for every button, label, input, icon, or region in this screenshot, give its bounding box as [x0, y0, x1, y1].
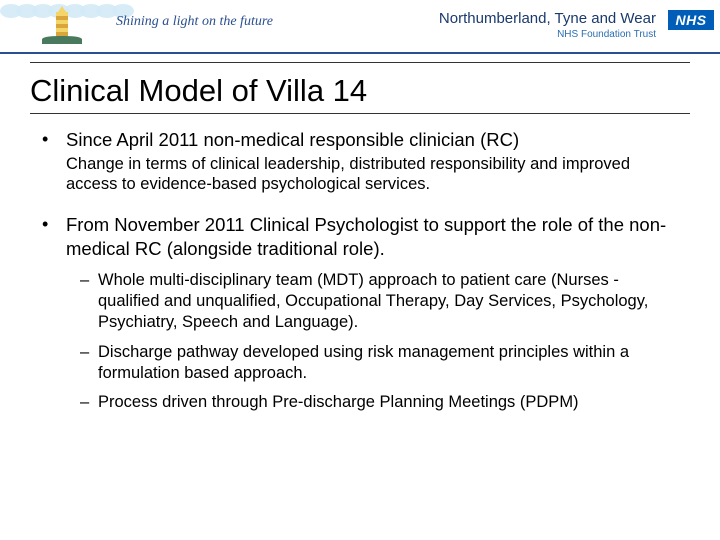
bullet-list: Since April 2011 non-medical responsible…: [0, 128, 720, 413]
sub-bullet-item: Discharge pathway developed using risk m…: [86, 342, 676, 384]
bullet-item: Since April 2011 non-medical responsible…: [52, 128, 676, 195]
sub-bullet-item: Process driven through Pre-discharge Pla…: [86, 392, 676, 413]
slide-title: Clinical Model of Villa 14: [0, 63, 720, 113]
bullet-main: From November 2011 Clinical Psychologist…: [66, 214, 666, 259]
bullet-subtext: Change in terms of clinical leadership, …: [66, 154, 676, 195]
lighthouse-icon: [42, 6, 82, 44]
slide-header: Shining a light on the future Northumber…: [0, 0, 720, 54]
bullet-main: Since April 2011 non-medical responsible…: [66, 129, 519, 150]
organisation-name: Northumberland, Tyne and Wear NHS Founda…: [439, 10, 656, 40]
org-main-text: Northumberland, Tyne and Wear: [439, 10, 656, 27]
tagline-text: Shining a light on the future: [116, 14, 273, 30]
title-underline: [30, 113, 690, 114]
sub-bullet-item: Whole multi-disciplinary team (MDT) appr…: [86, 270, 676, 333]
nhs-logo: NHS: [668, 10, 714, 30]
bullet-item: From November 2011 Clinical Psychologist…: [52, 213, 676, 413]
top-divider-wrap: [0, 54, 720, 63]
org-sub-text: NHS Foundation Trust: [439, 29, 656, 40]
sub-bullet-list: Whole multi-disciplinary team (MDT) appr…: [66, 270, 676, 413]
